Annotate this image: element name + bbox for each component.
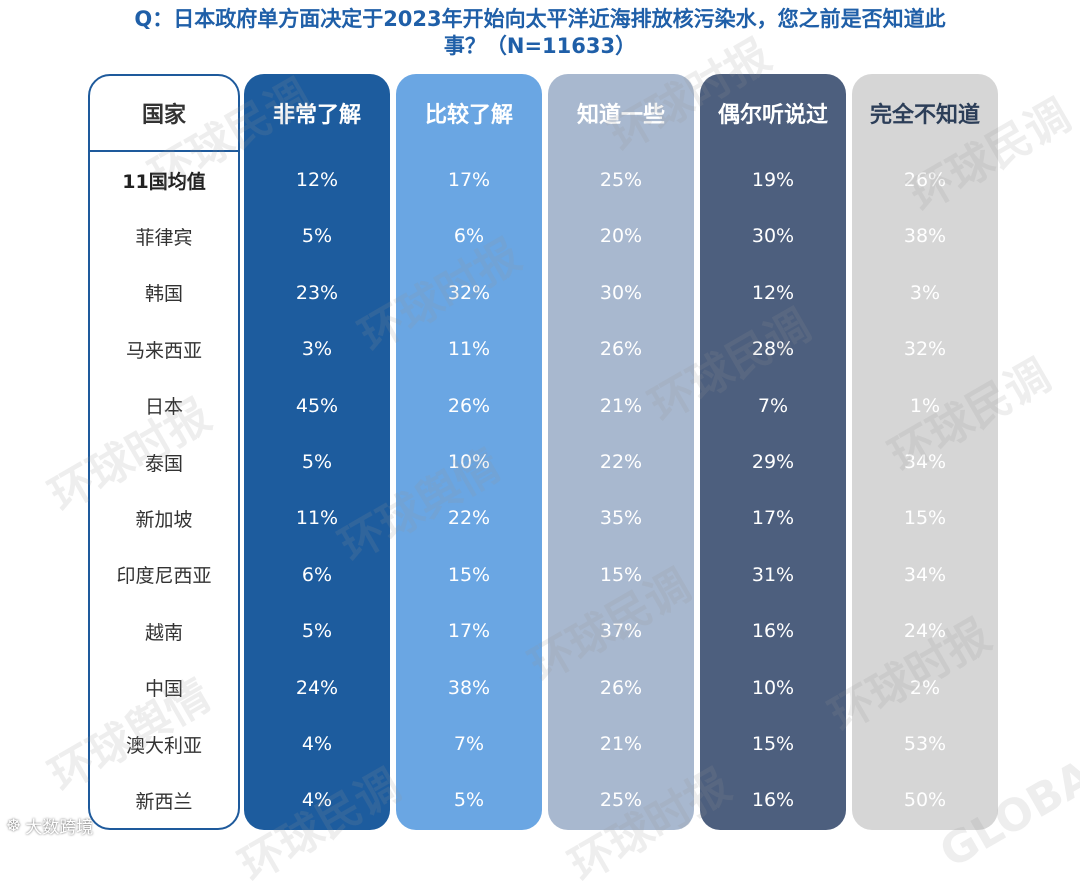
- value-cell: 5%: [301, 620, 333, 643]
- country-label: 澳大利亚: [125, 734, 202, 757]
- value-cell: 6%: [453, 225, 485, 248]
- value-cell: 28%: [751, 338, 795, 361]
- column-bg-3: [548, 74, 694, 830]
- value-cell: 6%: [301, 563, 333, 586]
- value-cell: 24%: [903, 620, 947, 643]
- value-cell: 31%: [751, 563, 795, 586]
- value-cell: 16%: [751, 620, 795, 643]
- country-label: 印度尼西亚: [116, 565, 212, 588]
- value-cell: 17%: [447, 620, 491, 643]
- value-cell: 4%: [301, 733, 333, 755]
- value-cell: 38%: [447, 676, 491, 699]
- value-cell: 29%: [751, 451, 795, 473]
- value-cell: 25%: [599, 789, 643, 812]
- column-header-2: 比较了解: [424, 103, 513, 128]
- value-cell: 4%: [301, 789, 333, 812]
- column-header-3: 知道一些: [576, 103, 665, 128]
- column-header-1: 非常了解: [272, 103, 361, 128]
- value-cell: 21%: [599, 394, 643, 417]
- column-header-5: 完全不知道: [869, 103, 980, 128]
- value-cell: 12%: [751, 281, 795, 304]
- country-label: 越南: [144, 621, 183, 644]
- value-cell: 7%: [453, 733, 485, 755]
- value-cell: 30%: [599, 281, 643, 304]
- value-cell: 15%: [599, 563, 643, 586]
- value-cell: 10%: [447, 451, 491, 473]
- value-cell: 15%: [447, 563, 491, 586]
- value-cell: 17%: [447, 169, 491, 191]
- value-cell: 3%: [301, 338, 333, 361]
- country-label: 中国: [144, 678, 183, 701]
- value-cell: 50%: [903, 789, 947, 812]
- value-cell: 24%: [295, 676, 339, 699]
- question-title-line2: 事？（N=11633）: [443, 34, 637, 58]
- value-cell: 26%: [599, 338, 643, 361]
- value-cell: 2%: [909, 676, 941, 699]
- value-cell: 17%: [751, 507, 795, 530]
- brand-logo-icon: ☸: [6, 815, 22, 836]
- value-cell: 11%: [295, 507, 339, 530]
- value-cell: 10%: [751, 676, 795, 699]
- value-cell: 32%: [447, 281, 491, 304]
- value-cell: 37%: [599, 620, 643, 643]
- value-cell: 15%: [751, 733, 795, 755]
- value-cell: 15%: [903, 507, 947, 530]
- value-cell: 12%: [295, 169, 339, 191]
- country-label: 日本: [144, 396, 183, 419]
- footer-brand: ☸ 大数跨境: [6, 813, 94, 839]
- value-cell: 32%: [903, 338, 947, 361]
- column-bg-5: [852, 74, 998, 830]
- country-label: 韩国: [144, 283, 183, 306]
- value-cell: 22%: [447, 507, 491, 530]
- column-bg-4: [700, 74, 846, 830]
- value-cell: 16%: [751, 789, 795, 812]
- value-cell: 22%: [599, 451, 643, 473]
- column-bg-1: [244, 74, 390, 830]
- footer-brand-text: 大数跨境: [25, 818, 94, 838]
- column-bg-2: [396, 74, 542, 830]
- value-cell: 3%: [909, 281, 941, 304]
- value-cell: 11%: [447, 338, 491, 361]
- value-cell: 34%: [903, 451, 947, 473]
- value-cell: 34%: [903, 563, 947, 586]
- value-cell: 45%: [295, 394, 339, 417]
- question-title-line1: Q：日本政府单方面决定于2023年开始向太平洋近海排放核污染水，您之前是否知道此: [134, 7, 946, 31]
- question-title: Q：日本政府单方面决定于2023年开始向太平洋近海排放核污染水，您之前是否知道此…: [0, 6, 1080, 60]
- value-cell: 23%: [295, 281, 339, 304]
- value-cell: 1%: [909, 394, 941, 417]
- country-header-divider: [88, 150, 240, 152]
- value-cell: 26%: [447, 394, 491, 417]
- value-cell: 26%: [903, 169, 947, 191]
- value-cell: 35%: [599, 507, 643, 530]
- value-cell: 53%: [903, 733, 947, 755]
- country-label: 菲律宾: [135, 226, 193, 249]
- country-label: 泰国: [144, 452, 183, 475]
- country-column: [88, 74, 240, 830]
- value-cell: 7%: [757, 394, 789, 417]
- country-label: 马来西亚: [125, 339, 202, 362]
- value-cell: 5%: [301, 225, 333, 248]
- value-cell: 5%: [453, 789, 485, 812]
- value-cell: 25%: [599, 169, 643, 191]
- value-cell: 19%: [751, 169, 795, 191]
- column-header-4: 偶尔听说过: [717, 103, 828, 128]
- country-column-header: 国家: [141, 103, 186, 128]
- value-cell: 26%: [599, 676, 643, 699]
- country-label: 新西兰: [135, 790, 193, 813]
- value-cell: 5%: [301, 451, 333, 473]
- value-cell: 30%: [751, 225, 795, 248]
- country-label: 新加坡: [135, 508, 193, 531]
- country-label: 11国均值: [122, 170, 206, 193]
- value-cell: 20%: [599, 225, 643, 248]
- value-cell: 38%: [903, 225, 947, 248]
- value-cell: 21%: [599, 733, 643, 755]
